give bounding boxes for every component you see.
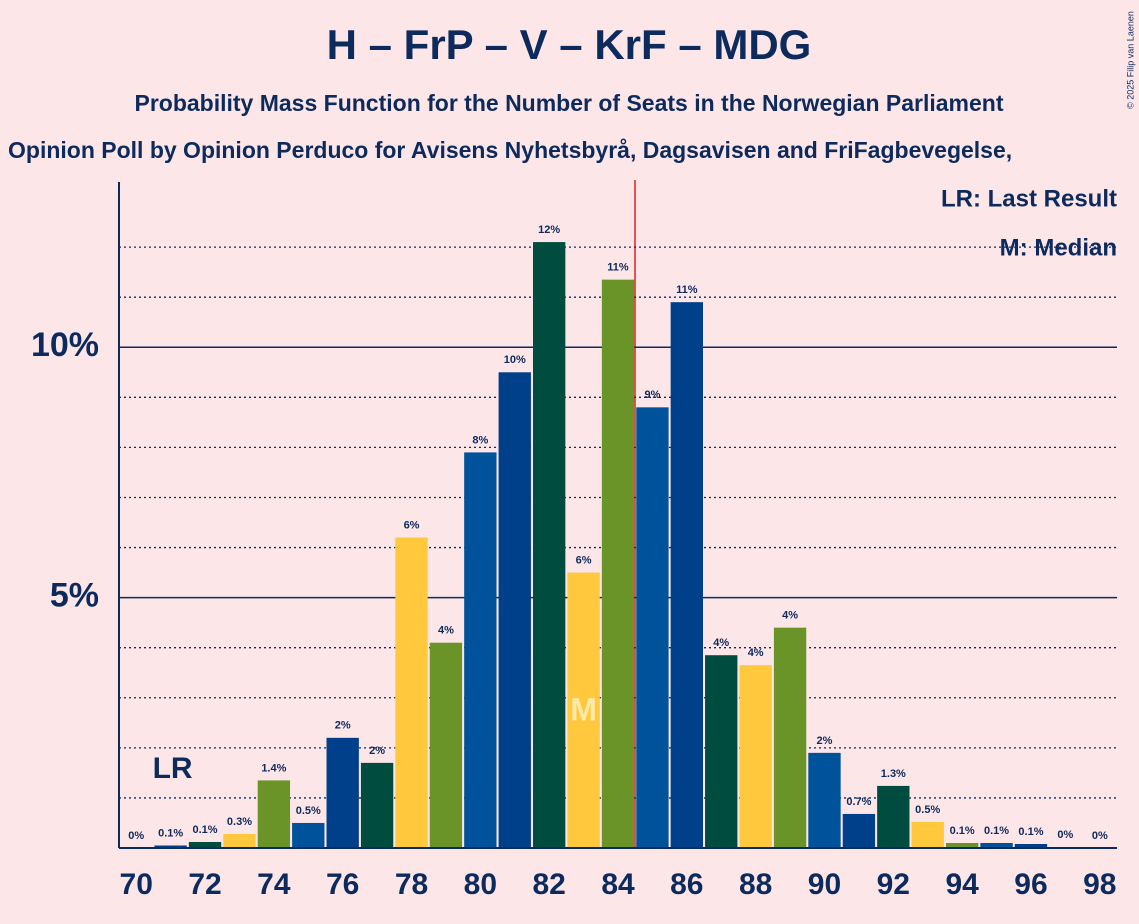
value-label: 1.3%	[881, 768, 906, 780]
value-label: 11%	[676, 284, 698, 296]
bar	[1014, 843, 1048, 848]
bar	[705, 655, 738, 848]
bar	[326, 737, 359, 848]
value-label: 0.1%	[192, 824, 217, 836]
value-label: 0%	[1092, 830, 1108, 842]
value-label: 1.4%	[261, 762, 286, 774]
bar	[532, 242, 566, 849]
value-label: 2%	[817, 735, 833, 747]
bar	[464, 452, 497, 848]
credit: © 2025 Filip van Laenen	[1125, 11, 1135, 109]
x-tick-label: 76	[326, 868, 359, 901]
x-tick-label: 82	[532, 868, 565, 901]
bar	[567, 572, 600, 848]
bar	[739, 665, 772, 848]
bar	[498, 372, 531, 848]
bar	[911, 821, 944, 848]
chart-subtitle-2: Opinion Poll by Opinion Perduco for Avis…	[8, 137, 1012, 163]
bar	[257, 780, 291, 848]
bar	[429, 642, 463, 848]
value-label: 2%	[335, 720, 351, 732]
value-label: 4%	[438, 625, 454, 637]
x-tick-label: 86	[670, 868, 703, 901]
bar	[360, 762, 394, 848]
value-label: 6%	[576, 554, 592, 566]
legend-entry: LR: Last Result	[941, 185, 1117, 212]
x-tick-label: 92	[877, 868, 910, 901]
value-label: 9%	[644, 389, 660, 401]
x-tick-label: 88	[739, 868, 772, 901]
value-label: 0.3%	[227, 816, 252, 828]
x-tick-label: 70	[120, 868, 153, 901]
bar	[601, 279, 635, 848]
bar	[877, 785, 910, 848]
chart-subtitle: Probability Mass Function for the Number…	[134, 90, 1003, 116]
bar	[223, 833, 256, 848]
x-tick-label: 98	[1083, 868, 1116, 901]
value-label: 4%	[782, 610, 798, 622]
value-label: 2%	[369, 745, 385, 757]
bar	[188, 841, 222, 848]
value-label: 0.1%	[950, 825, 975, 837]
x-tick-label: 72	[188, 868, 221, 901]
value-label: 0.1%	[1018, 826, 1043, 838]
value-label: 11%	[607, 262, 629, 274]
value-label: 4%	[748, 647, 764, 659]
value-label: 4%	[713, 637, 729, 649]
x-tick-label: 84	[601, 868, 635, 901]
bar	[395, 537, 428, 848]
bar	[292, 822, 325, 848]
value-label: 0.1%	[158, 827, 183, 839]
value-label: 10%	[504, 354, 526, 366]
bar	[945, 842, 979, 848]
legend-entry: M: Median	[1000, 234, 1117, 261]
value-label: 8%	[472, 434, 488, 446]
value-label: 0.1%	[984, 825, 1009, 837]
bar	[670, 302, 704, 849]
value-label: 0%	[128, 830, 144, 842]
bar	[636, 407, 669, 848]
x-tick-label: 94	[945, 868, 979, 901]
bar	[154, 845, 187, 848]
x-tick-label: 96	[1014, 868, 1047, 901]
annotation: M	[570, 691, 597, 727]
y-tick-label: 10%	[31, 326, 99, 364]
value-label: 12%	[538, 224, 560, 236]
x-tick-label: 74	[257, 868, 291, 901]
bar	[808, 752, 841, 848]
chart-title: H – FrP – V – KrF – MDG	[327, 21, 812, 68]
bar	[842, 813, 876, 848]
value-label: 0%	[1057, 829, 1073, 841]
x-tick-label: 80	[464, 868, 497, 901]
bar	[773, 627, 807, 848]
y-tick-label: 5%	[50, 577, 99, 615]
value-label: 6%	[404, 519, 420, 531]
value-label: 0.5%	[296, 805, 321, 817]
value-label: 0.7%	[846, 796, 871, 808]
x-tick-label: 78	[395, 868, 428, 901]
annotation: LR	[153, 752, 193, 785]
value-label: 0.5%	[915, 804, 940, 816]
bar	[980, 842, 1013, 848]
x-tick-label: 90	[808, 868, 841, 901]
